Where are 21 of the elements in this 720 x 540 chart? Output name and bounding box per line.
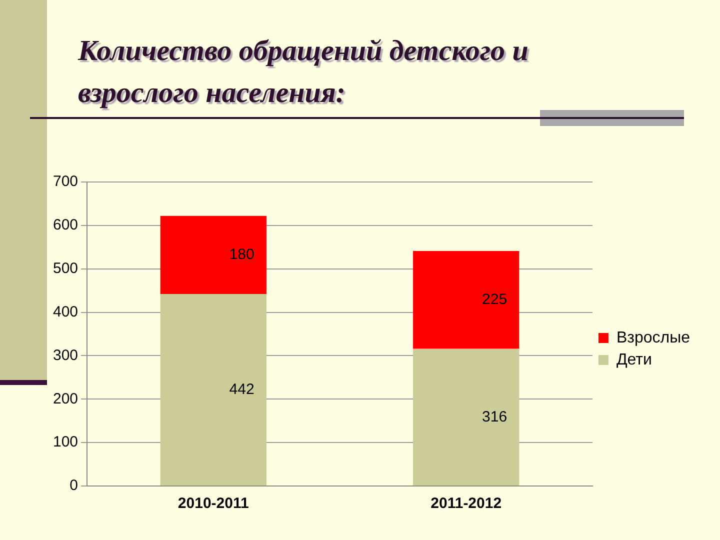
data-label: 225 (482, 291, 508, 308)
data-label: 316 (482, 408, 508, 426)
legend-label: Дети (616, 351, 652, 368)
y-tick-label: 600 (52, 216, 78, 234)
y-tick-label: 300 (52, 346, 78, 364)
x-tick-label: 2010-2011 (178, 495, 249, 512)
y-tick-label: 500 (52, 260, 78, 277)
bar (413, 251, 520, 349)
y-tick-label: 200 (52, 390, 78, 408)
y-tick-label: 700 (52, 173, 78, 190)
data-label: 180 (229, 246, 254, 264)
y-tick-label: 0 (70, 477, 78, 494)
bar (160, 216, 266, 294)
data-label: 442 (229, 380, 254, 398)
bar (413, 348, 520, 486)
legend-label: Взрослые (616, 329, 690, 346)
y-tick-label: 100 (52, 434, 78, 451)
x-tick-label: 2011-2012 (430, 495, 502, 512)
y-tick-label: 400 (52, 303, 78, 320)
chart-title: Количество обращений детского и взрослого населения: (78, 34, 530, 111)
bar (160, 294, 266, 486)
